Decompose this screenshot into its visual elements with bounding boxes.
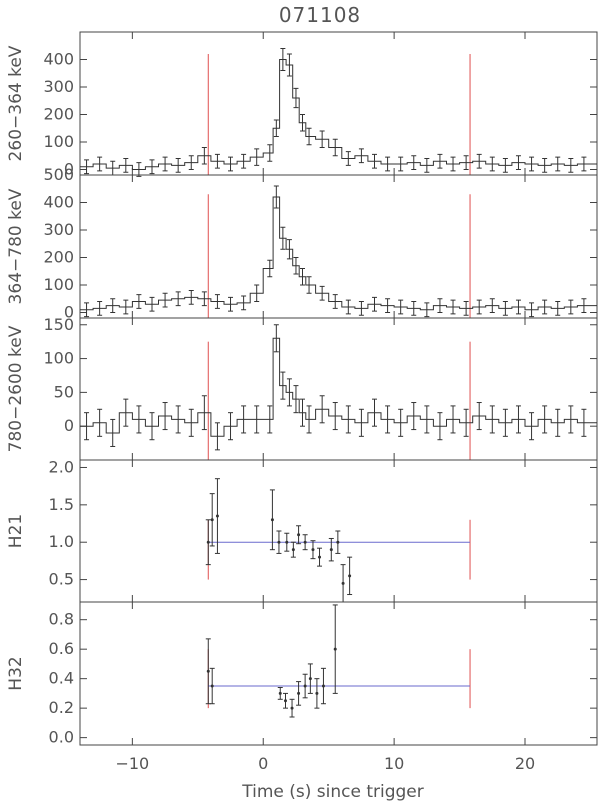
panel-h32-point xyxy=(283,699,287,703)
panel-h32-point xyxy=(321,684,325,688)
panel-260-364-ylabel: 260−364 keV xyxy=(6,45,26,161)
panel-h32-point xyxy=(290,706,294,710)
panel-h21-point xyxy=(341,581,345,585)
panel-h21-point xyxy=(215,514,219,518)
panel-780-2600-series-step xyxy=(80,337,597,437)
panel-364-780-ytick-label: 300 xyxy=(43,220,74,239)
panel-364-780-series-step xyxy=(80,196,597,311)
panel-h32-point xyxy=(315,691,319,695)
panel-h21-point xyxy=(277,540,281,544)
panel-h32-frame xyxy=(79,601,598,746)
panel-h32-point xyxy=(297,691,301,695)
panel-780-2600-frame xyxy=(79,317,598,461)
panel-h21-ytick-label: 1.0 xyxy=(49,532,74,551)
panel-364-780-ytick-label: 100 xyxy=(43,275,74,294)
panel-364-780-ytick-label: 0 xyxy=(64,303,74,322)
panel-h21-point xyxy=(329,548,333,552)
panel-h21-point xyxy=(348,574,352,578)
panel-h32-ytick-label: 0.6 xyxy=(49,639,74,658)
panel-h21-ylabel: H21 xyxy=(6,514,26,548)
panel-364-780-ytick-label: 400 xyxy=(43,193,74,212)
panel-260-364-ytick-label: 400 xyxy=(43,50,74,69)
panel-364-780-ytick-label: 500 xyxy=(43,165,74,184)
panel-h21-ytick-label: 1.5 xyxy=(49,495,74,514)
panel-h21-ytick-label: 2.0 xyxy=(49,457,74,476)
panel-364-780-frame xyxy=(79,174,598,319)
panel-h21-point xyxy=(297,533,301,537)
panel-260-364-frame xyxy=(79,31,598,176)
panel-h21-point xyxy=(291,548,295,552)
chart-title: 071108 xyxy=(279,3,361,27)
panel-h21-point xyxy=(311,548,315,552)
x-axis-label: Time (s) since trigger xyxy=(241,782,424,802)
panel-780-2600-ytick-label: 50 xyxy=(54,382,74,401)
panel-h32-ylabel: H32 xyxy=(6,656,26,690)
panel-h32-ytick-label: 0.4 xyxy=(49,669,74,688)
panel-780-2600-ylabel: 780−2600 keV xyxy=(6,325,26,452)
panel-h32-ytick-label: 0.2 xyxy=(49,698,74,717)
x-tick-label: 10 xyxy=(384,754,404,773)
panel-h21-point xyxy=(206,540,210,544)
panel-h21-ytick-label: 0.5 xyxy=(49,570,74,589)
panel-h32-point xyxy=(206,669,210,673)
x-tick-label: −10 xyxy=(115,754,149,773)
panel-h21-point xyxy=(270,518,274,522)
panel-h21-point xyxy=(336,540,340,544)
panel-h32-point xyxy=(308,677,312,681)
panel-780-2600-ytick-label: 150 xyxy=(43,315,74,334)
panel-h21-point xyxy=(210,518,214,522)
panel-780-2600-ytick-label: 100 xyxy=(43,349,74,368)
panel-260-364-series-step xyxy=(80,59,597,170)
panel-260-364-ytick-label: 300 xyxy=(43,77,74,96)
panel-364-780-ylabel: 364−780 keV xyxy=(6,188,26,304)
panel-h32-ytick-label: 0.0 xyxy=(49,728,74,747)
panel-780-2600-ytick-label: 0 xyxy=(64,416,74,435)
panel-364-780-ytick-label: 200 xyxy=(43,248,74,267)
panel-h32-ytick-label: 0.8 xyxy=(49,610,74,629)
panel-h21-point xyxy=(318,555,322,559)
panel-h32-point xyxy=(303,684,307,688)
panel-260-364-ytick-label: 0 xyxy=(64,160,74,179)
panel-h21-point xyxy=(285,540,289,544)
panel-h32-point xyxy=(210,684,214,688)
panel-h21-point xyxy=(303,540,307,544)
panel-h32-point xyxy=(278,691,282,695)
panel-h32-point xyxy=(333,647,337,651)
x-tick-label: 0 xyxy=(258,754,268,773)
panel-260-364-ytick-label: 100 xyxy=(43,132,74,151)
panel-260-364-ytick-label: 200 xyxy=(43,105,74,124)
x-tick-label: 20 xyxy=(515,754,535,773)
